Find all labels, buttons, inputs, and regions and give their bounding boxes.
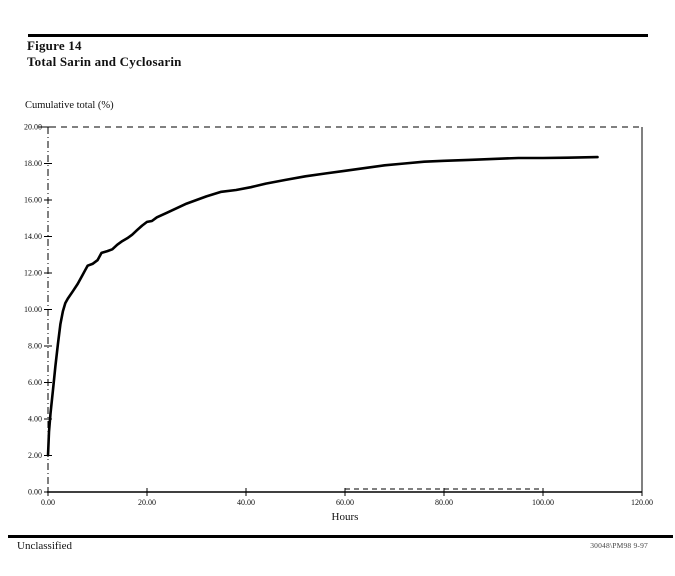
cumulative-total-curve: [46, 155, 599, 457]
classification-marking: Unclassified: [17, 540, 72, 552]
figure-label: Figure 14: [27, 38, 82, 53]
y-tick-label: 10.00: [24, 305, 42, 314]
x-tick-label: 20.00: [138, 498, 156, 507]
x-tick-label: 60.00: [336, 498, 354, 507]
x-tick-label: 100.00: [532, 498, 554, 507]
header-rule: [28, 34, 648, 37]
y-tick-label: 2.00: [28, 451, 42, 460]
x-tick-label: 40.00: [237, 498, 255, 507]
y-tick-label: 16.00: [24, 196, 42, 205]
y-axis-title: Cumulative total (%): [25, 100, 114, 111]
figure-title: Total Sarin and Cyclosarin: [27, 54, 182, 69]
y-tick-label: 6.00: [28, 378, 42, 387]
x-tick-label: 80.00: [435, 498, 453, 507]
footer-rule: [8, 535, 673, 538]
y-tick-label: 20.00: [24, 123, 42, 132]
y-tick-label: 4.00: [28, 415, 42, 424]
x-tick-label: 120.00: [631, 498, 653, 507]
y-tick-label: 0.00: [28, 488, 42, 497]
y-tick-label: 12.00: [24, 269, 42, 278]
document-number: 30048\PM98 9-97: [590, 541, 648, 550]
y-tick-label: 8.00: [28, 342, 42, 351]
y-tick-label: 18.00: [24, 159, 42, 168]
x-axis-title: Hours: [331, 511, 359, 523]
y-tick-label: 14.00: [24, 232, 42, 241]
x-tick-label: 0.00: [41, 498, 55, 507]
